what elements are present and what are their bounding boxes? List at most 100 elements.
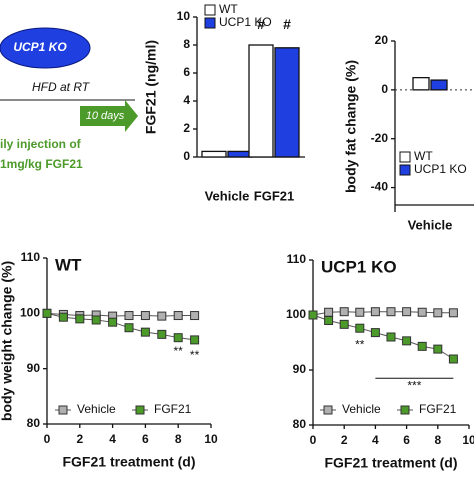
y-tick-label: 100 xyxy=(20,306,40,320)
y-tick-label: 90 xyxy=(293,362,307,376)
line-chart: 80 90 100 110 UCP1 KO 0 2 4 6 8 10 FGF21 treatment … xyxy=(286,252,474,471)
bar-chart: -40 -20 0 20 body fat change (%) Vehicle WTUCP… xyxy=(343,33,474,232)
y-tick-label: -40 xyxy=(371,180,389,194)
data-point xyxy=(355,307,365,317)
data-point xyxy=(190,335,200,345)
y-tick-label: 2 xyxy=(183,121,190,135)
legend-label: UCP1 KO xyxy=(219,15,272,29)
y-tick-label: -20 xyxy=(371,131,389,145)
x-tick-label: 0 xyxy=(44,432,51,446)
mouse-icon xyxy=(0,27,91,69)
data-point xyxy=(433,344,443,354)
y-tick-label: 8 xyxy=(183,37,190,51)
y-tick-label: 4 xyxy=(183,93,190,107)
schematic: UCP1 KO HFD at RT 10 days ily injection … xyxy=(0,27,138,171)
data-point xyxy=(417,307,427,317)
data-point xyxy=(402,307,412,317)
annotation: # xyxy=(257,16,265,32)
data-point xyxy=(448,354,458,364)
legend-label: WT xyxy=(219,2,238,16)
x-axis-title: FGF21 treatment (d) xyxy=(62,454,195,470)
x-tick-label: 8 xyxy=(175,432,182,446)
data-point xyxy=(370,307,380,317)
legend-swatch xyxy=(204,4,216,16)
data-point xyxy=(190,311,200,321)
y-tick-label: 110 xyxy=(21,250,41,264)
y-tick-label: 20 xyxy=(375,33,389,47)
data-point xyxy=(386,332,396,342)
legend-swatch xyxy=(399,164,411,176)
legend-label: Vehicle xyxy=(342,402,381,416)
legend-swatch xyxy=(204,17,216,29)
data-point xyxy=(91,315,101,325)
x-tick-label: Vehicle xyxy=(205,188,250,203)
x-tick-label: 8 xyxy=(434,433,441,447)
data-point xyxy=(140,327,150,337)
x-tick-label: 2 xyxy=(341,433,348,447)
duration-label: 10 days xyxy=(86,110,125,122)
data-point xyxy=(108,317,118,327)
data-point xyxy=(448,308,458,318)
series-line xyxy=(46,312,195,317)
y-tick-label: 100 xyxy=(286,307,306,321)
y-tick-label: 90 xyxy=(27,361,41,375)
bar xyxy=(430,79,448,91)
data-point xyxy=(324,307,334,317)
legend-label: UCP1 KO xyxy=(414,162,467,176)
data-point xyxy=(157,329,167,339)
x-tick-label: 10 xyxy=(462,433,474,447)
data-point xyxy=(124,323,134,333)
injection-text: 1mg/kg FGF21 xyxy=(0,157,83,171)
legend-swatch xyxy=(323,405,333,415)
data-point xyxy=(402,336,412,346)
annotation: # xyxy=(283,16,291,32)
legend-label: FGF21 xyxy=(419,402,457,416)
x-tick-label: FGF21 xyxy=(254,188,294,203)
x-tick-label: 6 xyxy=(403,433,410,447)
injection-text: ily injection of xyxy=(0,137,82,151)
x-tick-label: 0 xyxy=(310,433,317,447)
x-tick-label: 2 xyxy=(76,432,83,446)
chart-title: UCP1 KO xyxy=(321,257,397,276)
data-point xyxy=(173,333,183,343)
data-point xyxy=(157,311,167,321)
bar xyxy=(248,44,274,158)
x-tick-label: 4 xyxy=(109,432,116,446)
y-axis-title: body fat change (%) xyxy=(343,60,359,193)
data-point xyxy=(433,308,443,318)
y-axis-title: body weight change (%) xyxy=(0,261,15,421)
line-chart: 80 90 100 110 body weight change (%) WT 0 2 4 6 8 1… xyxy=(0,250,218,470)
y-axis-title: FGF21 (ng/ml) xyxy=(143,40,159,134)
x-tick-label: 10 xyxy=(204,432,218,446)
data-point xyxy=(339,307,349,317)
data-point xyxy=(355,323,365,333)
diet-label: HFD at RT xyxy=(32,80,91,94)
data-point xyxy=(124,311,134,321)
bar xyxy=(412,76,430,91)
series-line xyxy=(312,314,454,360)
x-tick-label: Vehicle xyxy=(408,217,453,232)
y-tick-label: 0 xyxy=(183,149,190,163)
bar xyxy=(274,47,300,158)
chart-title: WT xyxy=(55,255,82,274)
data-point xyxy=(140,311,150,321)
data-point xyxy=(75,314,85,324)
data-point xyxy=(58,312,68,322)
data-point xyxy=(308,310,318,320)
x-axis-title: FGF21 treatment (d) xyxy=(324,455,457,471)
data-point xyxy=(386,307,396,317)
y-tick-label: 80 xyxy=(293,417,307,431)
annotation: ** xyxy=(174,344,184,358)
legend-label: WT xyxy=(414,149,433,163)
y-tick-label: 0 xyxy=(381,82,388,96)
data-point xyxy=(324,316,334,325)
duration-arrow xyxy=(80,100,138,132)
legend-swatch xyxy=(58,405,68,415)
y-tick-label: 110 xyxy=(287,252,307,266)
annotation: *** xyxy=(407,378,421,392)
bar-chart: 0 2 4 6 8 10 FGF21 (ng/ml) Vehicle FGF21 # # WTUCP1… xyxy=(143,2,305,203)
x-tick-label: 6 xyxy=(142,432,149,446)
series-line xyxy=(312,311,454,316)
data-point xyxy=(370,328,380,338)
